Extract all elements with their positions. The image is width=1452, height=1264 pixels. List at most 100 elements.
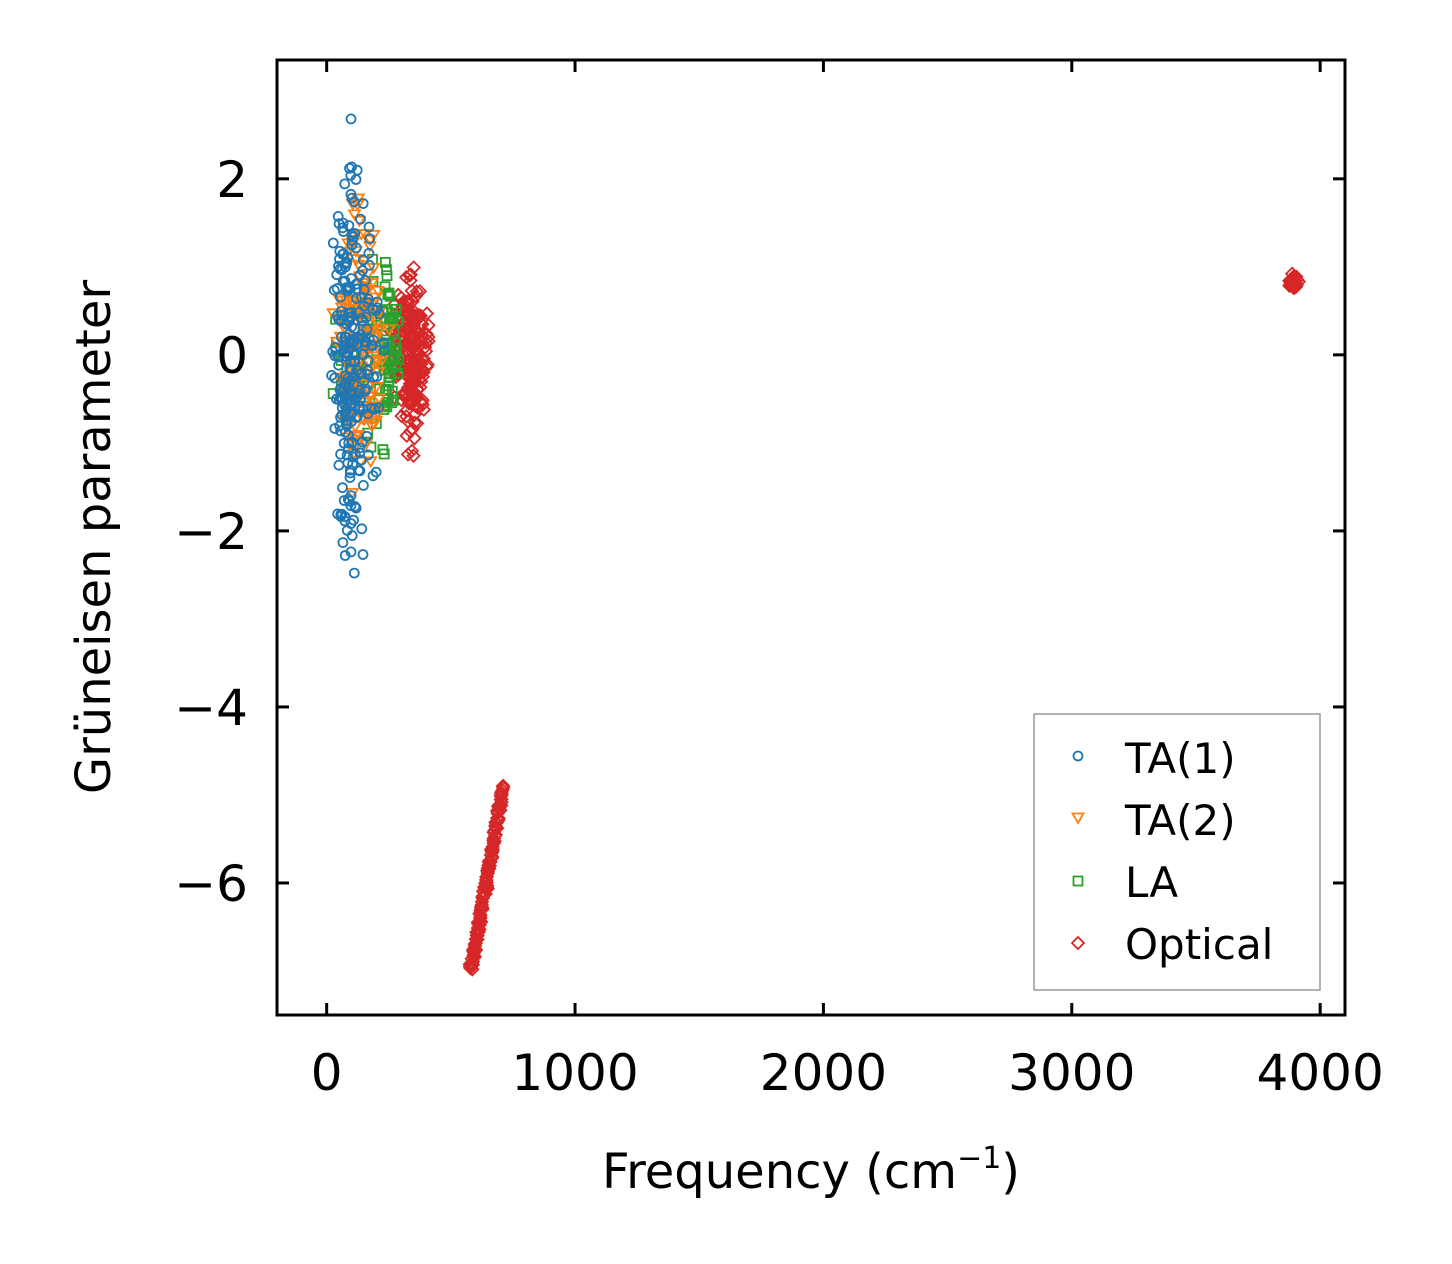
data-point-ta2 (368, 415, 384, 428)
data-point-optical (404, 443, 420, 459)
legend-marker-optical (1070, 935, 1086, 951)
data-point-optical (387, 297, 402, 312)
legend-box (1033, 713, 1321, 991)
data-point-la (380, 383, 392, 395)
data-point-ta1 (351, 283, 363, 295)
data-point-optical (400, 447, 416, 462)
data-point-ta1 (335, 448, 347, 460)
data-point-ta1 (363, 333, 375, 344)
data-point-ta1 (350, 502, 362, 514)
data-point-ta1 (343, 495, 355, 507)
data-point-ta1 (337, 385, 348, 397)
data-point-optical (419, 326, 435, 342)
data-point-optical (496, 778, 511, 794)
data-point-ta1 (331, 269, 343, 281)
x-tick-label: 3000 (1008, 1044, 1135, 1102)
data-point-ta1 (349, 501, 361, 512)
data-point-ta1 (341, 403, 353, 415)
data-point-optical (399, 346, 414, 362)
data-point-ta1 (357, 198, 369, 209)
data-point-la (378, 448, 390, 460)
legend-label-ta2: TA(2) (1124, 796, 1236, 845)
data-point-optical (395, 323, 411, 338)
data-point-ta1 (339, 331, 351, 343)
data-point-ta1 (344, 464, 356, 476)
data-point-optical (491, 811, 506, 826)
data-point-optical (495, 780, 511, 796)
data-point-optical (403, 424, 418, 439)
data-point-ta1 (348, 336, 360, 348)
data-point-optical (401, 336, 416, 351)
data-point-ta1 (333, 218, 345, 230)
x-axis-label: Frequency (cm−1) (602, 1141, 1020, 1200)
data-point-ta1 (331, 283, 343, 294)
data-point-optical (414, 327, 430, 342)
data-point-ta2 (367, 401, 382, 414)
legend-label-optical: Optical (1125, 920, 1273, 969)
data-point-ta1 (357, 479, 369, 491)
y-tick-label: 2 (216, 151, 248, 209)
data-point-ta1 (346, 192, 358, 204)
data-point-ta1 (339, 261, 351, 273)
data-point-ta1 (341, 419, 353, 431)
data-point-ta1 (339, 275, 351, 287)
data-point-ta1 (344, 363, 356, 375)
data-point-optical (404, 379, 419, 394)
data-point-ta1 (341, 449, 353, 461)
legend-label-ta1: TA(1) (1124, 734, 1236, 783)
data-point-ta1 (349, 228, 361, 239)
data-point-ta1 (339, 178, 351, 190)
data-point-la (381, 264, 392, 276)
data-point-optical (413, 374, 429, 389)
y-axis-label: Grüneisen parameter (66, 280, 122, 795)
data-point-ta1 (338, 226, 349, 238)
data-point-ta1 (333, 459, 345, 471)
data-point-ta1 (362, 408, 374, 420)
data-point-ta1 (335, 425, 347, 437)
data-point-ta1 (346, 239, 358, 251)
data-point-ta1 (346, 161, 358, 173)
data-point-ta2 (382, 324, 397, 337)
data-point-ta1 (332, 508, 344, 520)
data-point-optical (399, 428, 414, 443)
data-point-ta1 (348, 514, 359, 526)
data-point-ta2 (370, 285, 386, 298)
data-point-ta1 (357, 549, 369, 560)
data-point-ta2 (366, 417, 381, 430)
data-point-ta1 (360, 311, 372, 323)
data-point-ta1 (354, 368, 365, 380)
data-point-la (390, 337, 402, 349)
data-point-optical (388, 369, 404, 385)
data-point-optical (409, 284, 425, 299)
data-point-ta1 (329, 350, 341, 362)
x-tick-label: 0 (311, 1044, 343, 1102)
data-point-optical (400, 307, 415, 322)
data-point-optical (421, 318, 436, 333)
data-point-ta1 (357, 349, 369, 360)
data-point-ta1 (345, 490, 357, 502)
data-point-ta2 (374, 354, 390, 367)
legend-marker-la (1072, 875, 1084, 887)
data-points (325, 113, 1307, 977)
data-point-ta1 (378, 338, 390, 350)
data-point-ta1 (344, 283, 355, 295)
data-point-ta1 (355, 312, 367, 324)
data-point-optical (394, 408, 409, 424)
data-point-ta1 (362, 297, 374, 309)
axis-ticks: 0 1000 2000 3000 4000 2 0 −2 −4 −6 (174, 60, 1384, 1102)
data-point-ta1 (337, 482, 348, 494)
data-point-ta1 (331, 393, 342, 405)
data-point-ta1 (336, 331, 347, 343)
legend: TA(1) TA(2) LA Optical (1033, 713, 1321, 991)
data-point-optical (401, 346, 417, 361)
data-point-ta1 (368, 371, 379, 383)
data-point-optical (407, 324, 423, 339)
data-point-la (382, 289, 394, 301)
data-point-ta1 (367, 470, 379, 482)
y-tick-label: −6 (174, 855, 248, 913)
data-point-ta1 (338, 495, 350, 506)
data-point-la (383, 287, 395, 299)
data-point-optical (406, 304, 421, 319)
data-point-ta1 (363, 259, 375, 271)
data-point-ta1 (356, 436, 368, 448)
